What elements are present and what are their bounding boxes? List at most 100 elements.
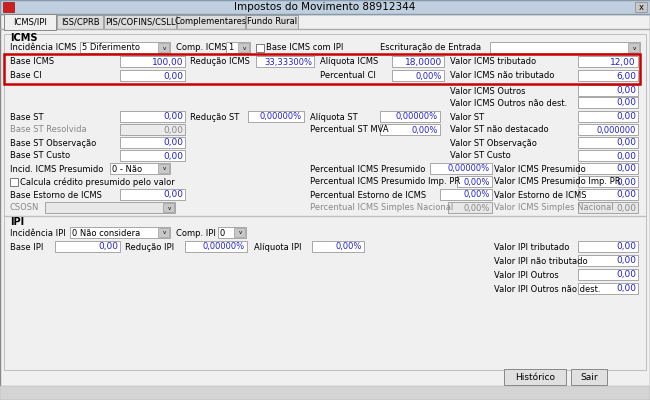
Text: Valor ST Custo: Valor ST Custo (450, 152, 511, 160)
Bar (578, 97, 638, 108)
Text: 0,00: 0,00 (616, 112, 636, 122)
Bar (578, 70, 638, 81)
Bar (430, 163, 492, 174)
Text: Valor ICMS não tributado: Valor ICMS não tributado (450, 72, 554, 80)
Text: IPI: IPI (10, 217, 24, 227)
Text: 5 Diferimento: 5 Diferimento (82, 44, 140, 52)
Text: 0,00: 0,00 (616, 270, 636, 280)
Text: 0,00: 0,00 (98, 242, 118, 252)
Text: 0,00: 0,00 (616, 164, 636, 174)
Bar (234, 228, 245, 237)
Text: 0,00%: 0,00% (335, 242, 362, 252)
Text: 0,00: 0,00 (616, 98, 636, 108)
Text: Incid. ICMS Presumido: Incid. ICMS Presumido (10, 164, 103, 174)
Text: Base ICMS com IPI: Base ICMS com IPI (266, 44, 343, 52)
Text: 0,00: 0,00 (616, 256, 636, 266)
Text: 100,00: 100,00 (151, 58, 183, 66)
Bar (0, 0, 650, 14)
Bar (256, 56, 314, 67)
Text: Percentual ST MVA: Percentual ST MVA (310, 126, 389, 134)
Bar (45, 202, 175, 213)
Text: Impostos do Movimento 88912344: Impostos do Movimento 88912344 (234, 2, 416, 12)
Bar (80, 42, 170, 53)
Text: 0,00: 0,00 (616, 178, 636, 186)
Bar (248, 111, 304, 122)
Text: Valor ST não destacado: Valor ST não destacado (450, 126, 549, 134)
Text: Escrituração de Entrada: Escrituração de Entrada (380, 44, 481, 52)
Bar (578, 163, 638, 174)
Text: 0,00: 0,00 (163, 152, 183, 160)
Text: 0,00: 0,00 (616, 204, 636, 212)
Bar (70, 227, 170, 238)
Text: v: v (239, 230, 242, 236)
Bar (4, 34, 646, 370)
Text: Fundo Rural: Fundo Rural (247, 18, 297, 26)
Text: v: v (162, 166, 166, 172)
Text: 0,00%: 0,00% (463, 190, 490, 200)
Bar (163, 203, 174, 212)
Bar (256, 44, 264, 52)
Text: Histórico: Histórico (515, 372, 555, 382)
Text: Redução ST: Redução ST (190, 112, 239, 122)
Bar (380, 111, 440, 122)
Text: 0,00%: 0,00% (411, 126, 438, 134)
Text: 18,0000: 18,0000 (405, 58, 442, 66)
Text: v: v (632, 46, 636, 50)
Bar (120, 150, 185, 161)
Text: Valor ICMS Presumido: Valor ICMS Presumido (494, 164, 586, 174)
Text: 0,00000%: 0,00000% (203, 242, 245, 252)
Text: Base IPI: Base IPI (10, 242, 44, 252)
Text: Valor IPI não tributado: Valor IPI não tributado (494, 256, 588, 266)
Text: 0,00: 0,00 (163, 112, 183, 122)
Bar (104, 15, 176, 29)
Text: 0,00%: 0,00% (463, 204, 490, 212)
Bar (238, 43, 249, 52)
Bar (380, 124, 440, 135)
Text: 12,00: 12,00 (610, 58, 636, 66)
Bar (392, 56, 444, 67)
Bar (578, 150, 638, 161)
Text: Comp. IPI: Comp. IPI (176, 228, 216, 238)
Text: Incidência ICMS: Incidência ICMS (10, 44, 77, 52)
Text: Redução IPI: Redução IPI (125, 242, 174, 252)
Bar (110, 163, 170, 174)
Bar (55, 241, 120, 252)
Text: 0,00: 0,00 (616, 242, 636, 252)
Bar (578, 85, 638, 96)
Text: 0,00: 0,00 (616, 86, 636, 96)
Bar (158, 228, 169, 237)
Bar (120, 124, 185, 135)
Text: 0,00%: 0,00% (415, 72, 442, 80)
Text: Incidência IPI: Incidência IPI (10, 228, 66, 238)
Text: Alíquota ST: Alíquota ST (310, 112, 358, 122)
Bar (490, 42, 640, 53)
Bar (578, 111, 638, 122)
Bar (185, 241, 247, 252)
Bar (578, 176, 638, 187)
Bar (0, 386, 650, 400)
Text: Alíquota ICMS: Alíquota ICMS (320, 58, 378, 66)
Text: 0,00: 0,00 (163, 126, 183, 134)
Text: v: v (162, 46, 166, 50)
Text: 0,00: 0,00 (616, 152, 636, 160)
Text: Percentual ICMS Presumido: Percentual ICMS Presumido (310, 164, 425, 174)
Text: 0,00%: 0,00% (463, 178, 490, 186)
Bar (177, 15, 245, 29)
Bar (504, 369, 566, 385)
Bar (571, 369, 607, 385)
Bar (4, 54, 640, 84)
Text: Base Estorno de ICMS: Base Estorno de ICMS (10, 190, 102, 200)
Text: 0 - Não: 0 - Não (112, 164, 142, 174)
Text: Base ST: Base ST (10, 112, 44, 122)
Text: Valor ICMS Presumido Imp. PR: Valor ICMS Presumido Imp. PR (494, 178, 621, 186)
Bar (457, 176, 492, 187)
Bar (10, 178, 18, 186)
Text: Valor IPI Outros não dest.: Valor IPI Outros não dest. (494, 284, 601, 294)
Bar (440, 189, 492, 200)
Bar (218, 227, 246, 238)
Bar (578, 255, 638, 266)
Text: Valor ICMS Outros: Valor ICMS Outros (450, 86, 525, 96)
Text: Valor ICMS tributado: Valor ICMS tributado (450, 58, 536, 66)
Text: Valor ST: Valor ST (450, 112, 484, 122)
Text: ISS/CPRB: ISS/CPRB (60, 18, 99, 26)
